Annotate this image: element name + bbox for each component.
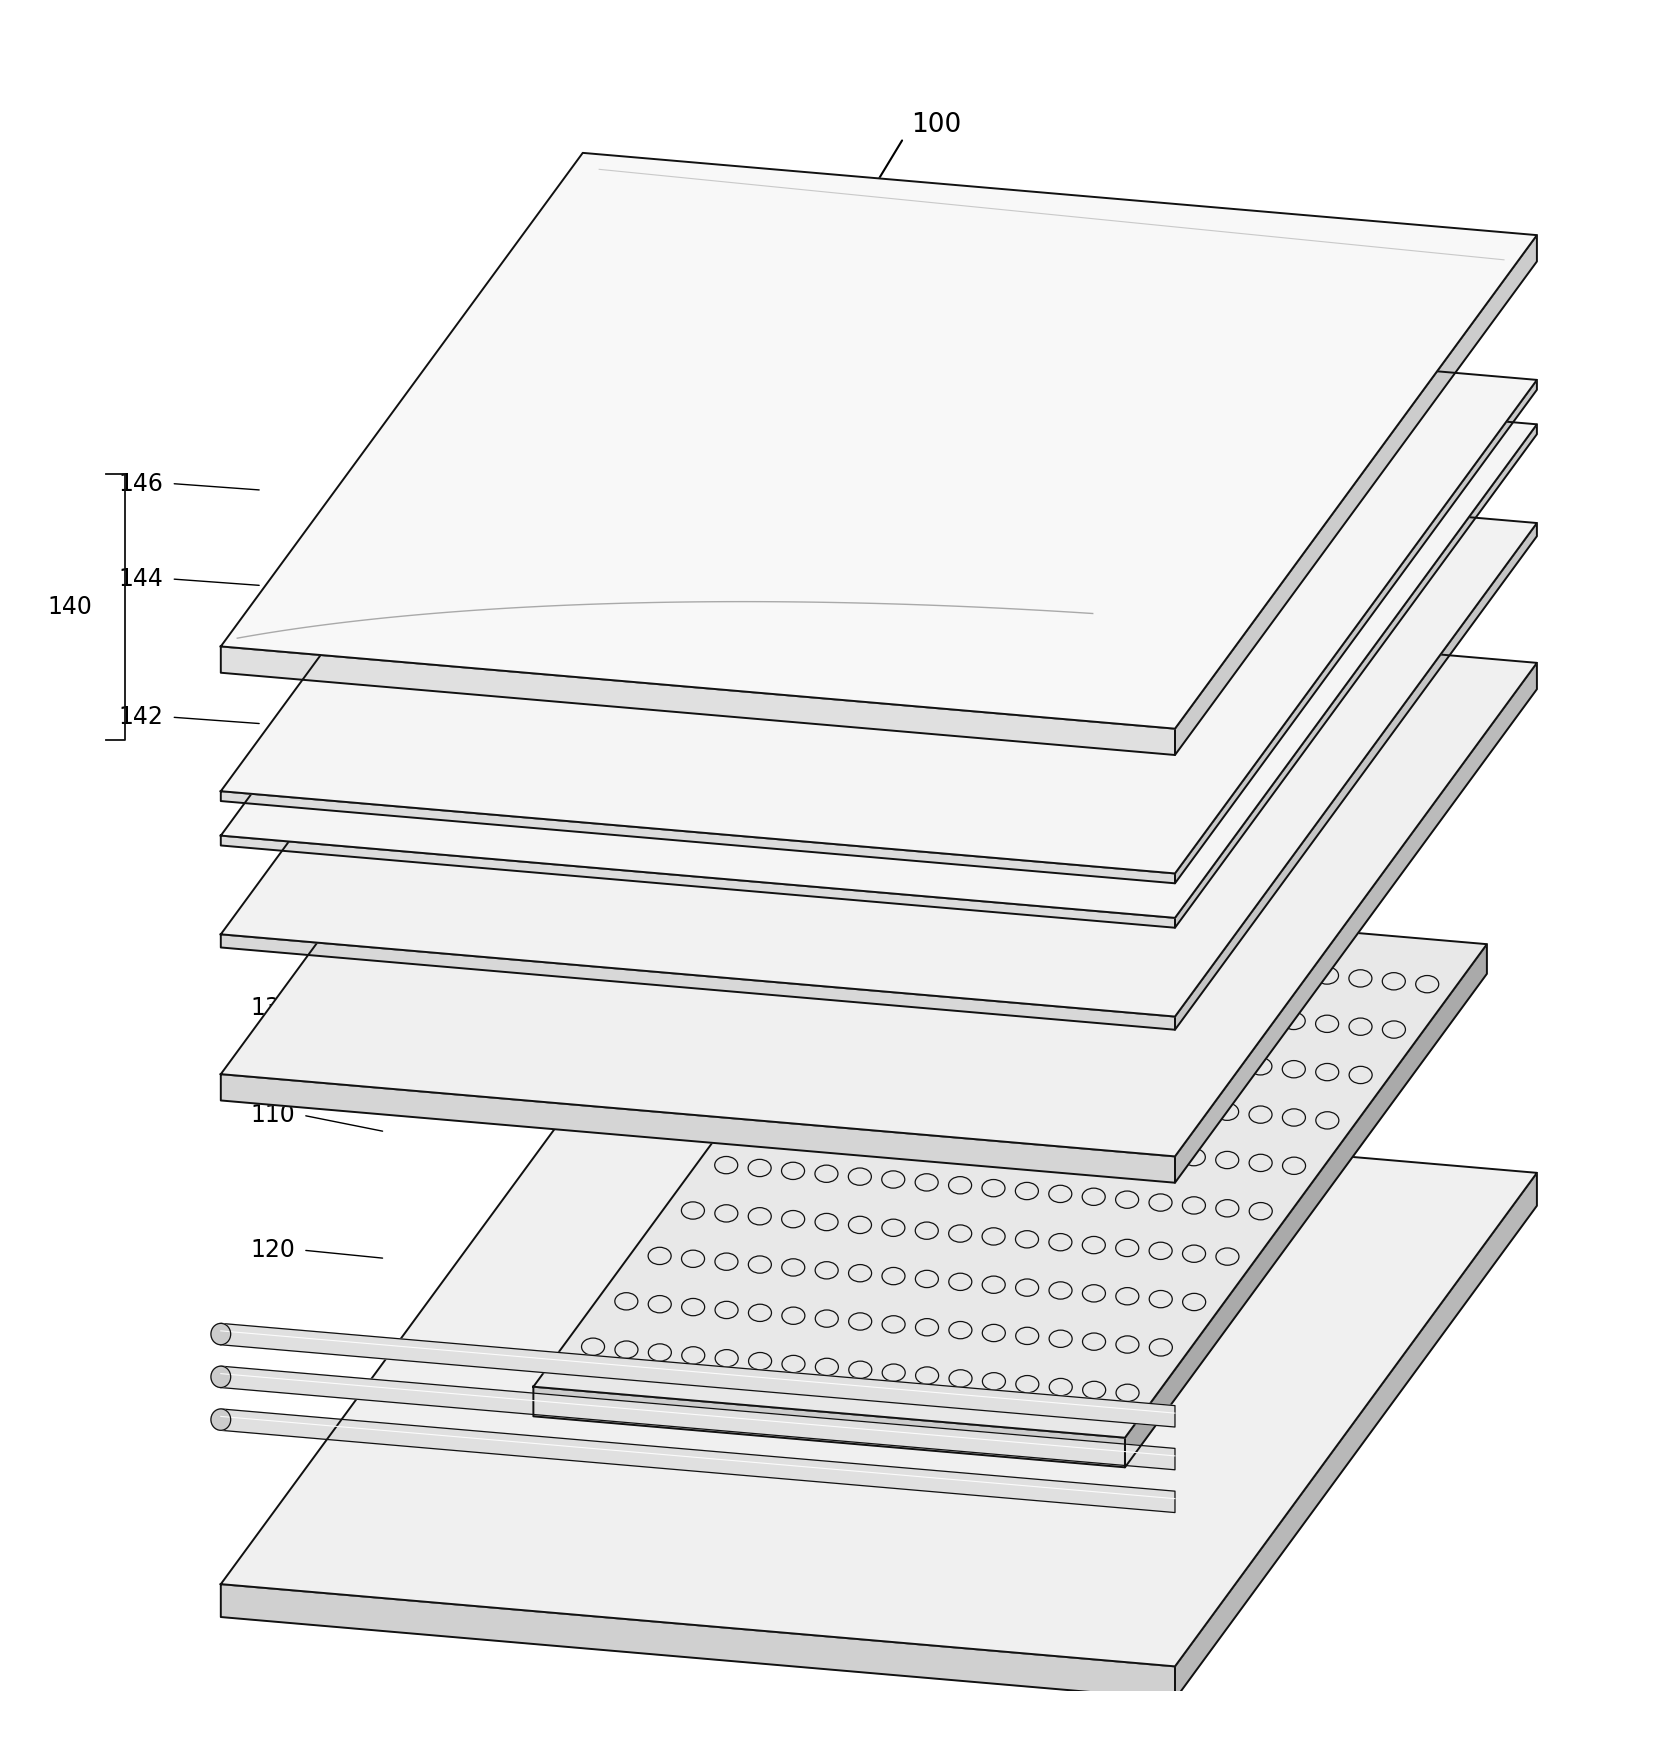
Text: 144: 144: [118, 566, 163, 591]
Ellipse shape: [211, 1409, 231, 1430]
Polygon shape: [221, 1584, 1175, 1699]
Polygon shape: [221, 342, 1536, 917]
Polygon shape: [221, 1324, 1175, 1428]
Text: 142: 142: [118, 705, 163, 730]
Polygon shape: [221, 1409, 1175, 1513]
Polygon shape: [221, 153, 1536, 728]
Polygon shape: [1175, 424, 1536, 928]
Polygon shape: [221, 297, 1536, 874]
Ellipse shape: [211, 1365, 231, 1388]
Polygon shape: [221, 935, 1175, 1030]
Text: 110: 110: [251, 1103, 295, 1127]
Polygon shape: [221, 1365, 1175, 1470]
Text: 120: 120: [251, 1238, 295, 1263]
Polygon shape: [1175, 234, 1536, 756]
Polygon shape: [221, 790, 1175, 884]
Polygon shape: [221, 646, 1175, 756]
Text: 146: 146: [118, 471, 163, 495]
Polygon shape: [221, 1091, 1536, 1666]
Polygon shape: [221, 441, 1536, 1016]
Polygon shape: [534, 1386, 1125, 1468]
Polygon shape: [221, 580, 1536, 1157]
Polygon shape: [221, 1073, 1175, 1183]
Polygon shape: [534, 893, 1486, 1438]
Polygon shape: [1175, 523, 1536, 1030]
Polygon shape: [1175, 380, 1536, 884]
Polygon shape: [221, 835, 1175, 928]
Text: 100: 100: [911, 111, 962, 137]
Text: 132: 132: [251, 931, 295, 955]
Text: 140: 140: [48, 596, 93, 618]
Polygon shape: [1175, 1172, 1536, 1699]
Ellipse shape: [211, 1324, 231, 1344]
Text: 130: 130: [251, 997, 295, 1020]
Polygon shape: [1125, 945, 1486, 1468]
Polygon shape: [1175, 664, 1536, 1183]
